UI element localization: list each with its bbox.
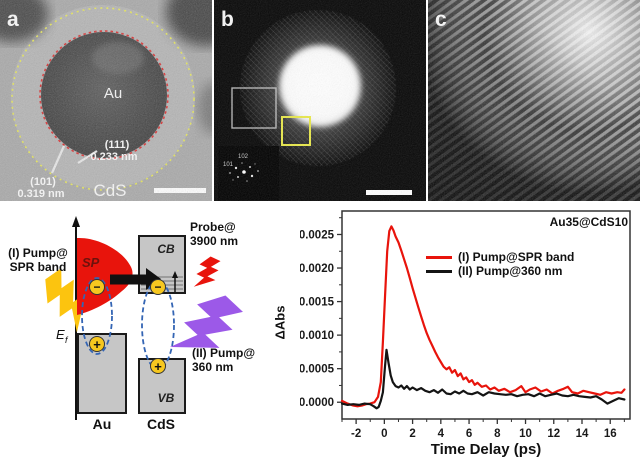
pump2-annotation: (II) Pump@ 360 nm <box>192 346 255 374</box>
x-tick-label: 12 <box>547 428 560 440</box>
hole-vb-symbol: + <box>154 359 162 374</box>
panel-c-canvas: c <box>428 0 640 201</box>
panel-c-noise <box>428 0 640 201</box>
chart-sample-label: Au35@CdS10 <box>549 215 628 229</box>
plot-frame <box>341 210 631 420</box>
vb-label: VB <box>158 391 175 405</box>
y-tick-label: 0.0020 <box>300 263 334 275</box>
y-tick-label: 0.0010 <box>300 330 334 342</box>
x-tick-label: 2 <box>409 428 415 440</box>
probe-line1: Probe@ <box>190 220 236 234</box>
pump2-line1: (II) Pump@ <box>192 346 256 360</box>
hole-vb <box>150 358 166 374</box>
pump1-line2: SPR band <box>9 260 67 274</box>
y-axis-title: ΔAbs <box>272 305 288 340</box>
panel-a-label: a <box>7 8 19 31</box>
panel-c-lattice-image: c <box>428 0 640 201</box>
cds-material-label: CdS <box>147 416 175 432</box>
electron-transfer-arrow <box>110 268 161 290</box>
chart-legend: (I) Pump@SPR band (II) Pump@360 nm <box>426 250 574 278</box>
hole-au-symbol: + <box>93 337 101 352</box>
panel-a-noise <box>0 0 212 201</box>
panel-b-haadf-image: 102 101 b <box>214 0 426 201</box>
x-tick-label: 10 <box>519 428 532 440</box>
x-tick-label: 6 <box>466 428 472 440</box>
pump1-annotation: (I) Pump@ SPR band <box>0 246 76 274</box>
cb-up-arrowhead <box>172 271 178 278</box>
cds-shell-label: CdS <box>93 181 126 200</box>
panel-c-label: c <box>435 8 447 31</box>
x-tick-label: 4 <box>438 428 445 440</box>
legend-row-360: (II) Pump@360 nm <box>426 264 574 278</box>
legend-line-red-icon <box>426 255 452 259</box>
probe-annotation: Probe@ 3900 nm <box>190 220 238 248</box>
sp-band-shape <box>77 237 133 315</box>
au-material-label: Au <box>93 416 112 432</box>
pump2-line2: 360 nm <box>192 360 234 374</box>
legend-row-spr: (I) Pump@SPR band <box>426 250 574 264</box>
y-tick-label: 0.0025 <box>300 229 335 241</box>
x-axis-title: Time Delay (ps) <box>430 441 542 458</box>
series-line-1 <box>340 348 626 410</box>
x-tick-label: 14 <box>576 428 589 440</box>
sp-label: SP <box>82 255 100 270</box>
d101-spacing-label: 0.319 nm <box>17 188 64 200</box>
legend-label-spr: (I) Pump@SPR band <box>458 250 575 264</box>
band-diagram-canvas: SP CB VB − <box>35 216 249 432</box>
electron-sp <box>89 279 105 295</box>
electron-cb-symbol: − <box>154 280 161 294</box>
series-line-0 <box>340 225 626 408</box>
charge-carriers: − − + + <box>89 279 166 374</box>
x-tick-label: -2 <box>351 428 361 440</box>
hole-au <box>89 336 105 352</box>
d101-plane-label: (101) <box>30 176 56 188</box>
y-tick-label: 0.0000 <box>300 397 334 409</box>
au-core-label: Au <box>104 85 122 102</box>
energy-axis-arrowhead <box>72 216 80 227</box>
panel-a-hrtem-image: a Au (111) 0.233 nm (101) 0.319 nm CdS <box>0 0 212 201</box>
x-tick-label: 8 <box>494 428 501 440</box>
d111-spacing-label: 0.233 nm <box>90 151 137 163</box>
electron-sp-symbol: − <box>93 280 100 294</box>
legend-line-black-icon <box>426 269 452 273</box>
electron-cb <box>150 279 166 295</box>
legend-label-360: (II) Pump@360 nm <box>458 264 563 278</box>
y-tick-label: 0.0015 <box>300 297 335 309</box>
x-tick-label: 0 <box>381 428 387 440</box>
y-tick-label: 0.0005 <box>300 364 335 376</box>
panel-a-canvas: a Au (111) 0.233 nm (101) 0.319 nm CdS <box>0 0 212 201</box>
probe-line2: 3900 nm <box>190 234 239 248</box>
tem-panel-row: a Au (111) 0.233 nm (101) 0.319 nm CdS <box>0 0 640 201</box>
panel-b-canvas: 102 101 b <box>214 0 426 201</box>
probe-lightning-icon <box>189 253 224 294</box>
cb-label: CB <box>157 242 175 256</box>
fermi-level-label: E <box>56 327 65 342</box>
x-tick-label: 16 <box>604 428 617 440</box>
band-diagram: SP CB VB − <box>0 205 300 473</box>
panel-b-noise <box>214 0 426 201</box>
exciton-ellipse-au <box>81 277 113 355</box>
fermi-level-subscript: f <box>65 335 69 345</box>
panel-b-label: b <box>221 8 234 31</box>
d111-plane-label: (111) <box>105 139 130 151</box>
ta-spectra-chart: -2 0 2 4 6 8 10 12 14 16 0.0000 0.0005 0.0010 0.0015 0… <box>300 210 631 440</box>
pump1-line1: (I) Pump@ <box>8 246 68 260</box>
